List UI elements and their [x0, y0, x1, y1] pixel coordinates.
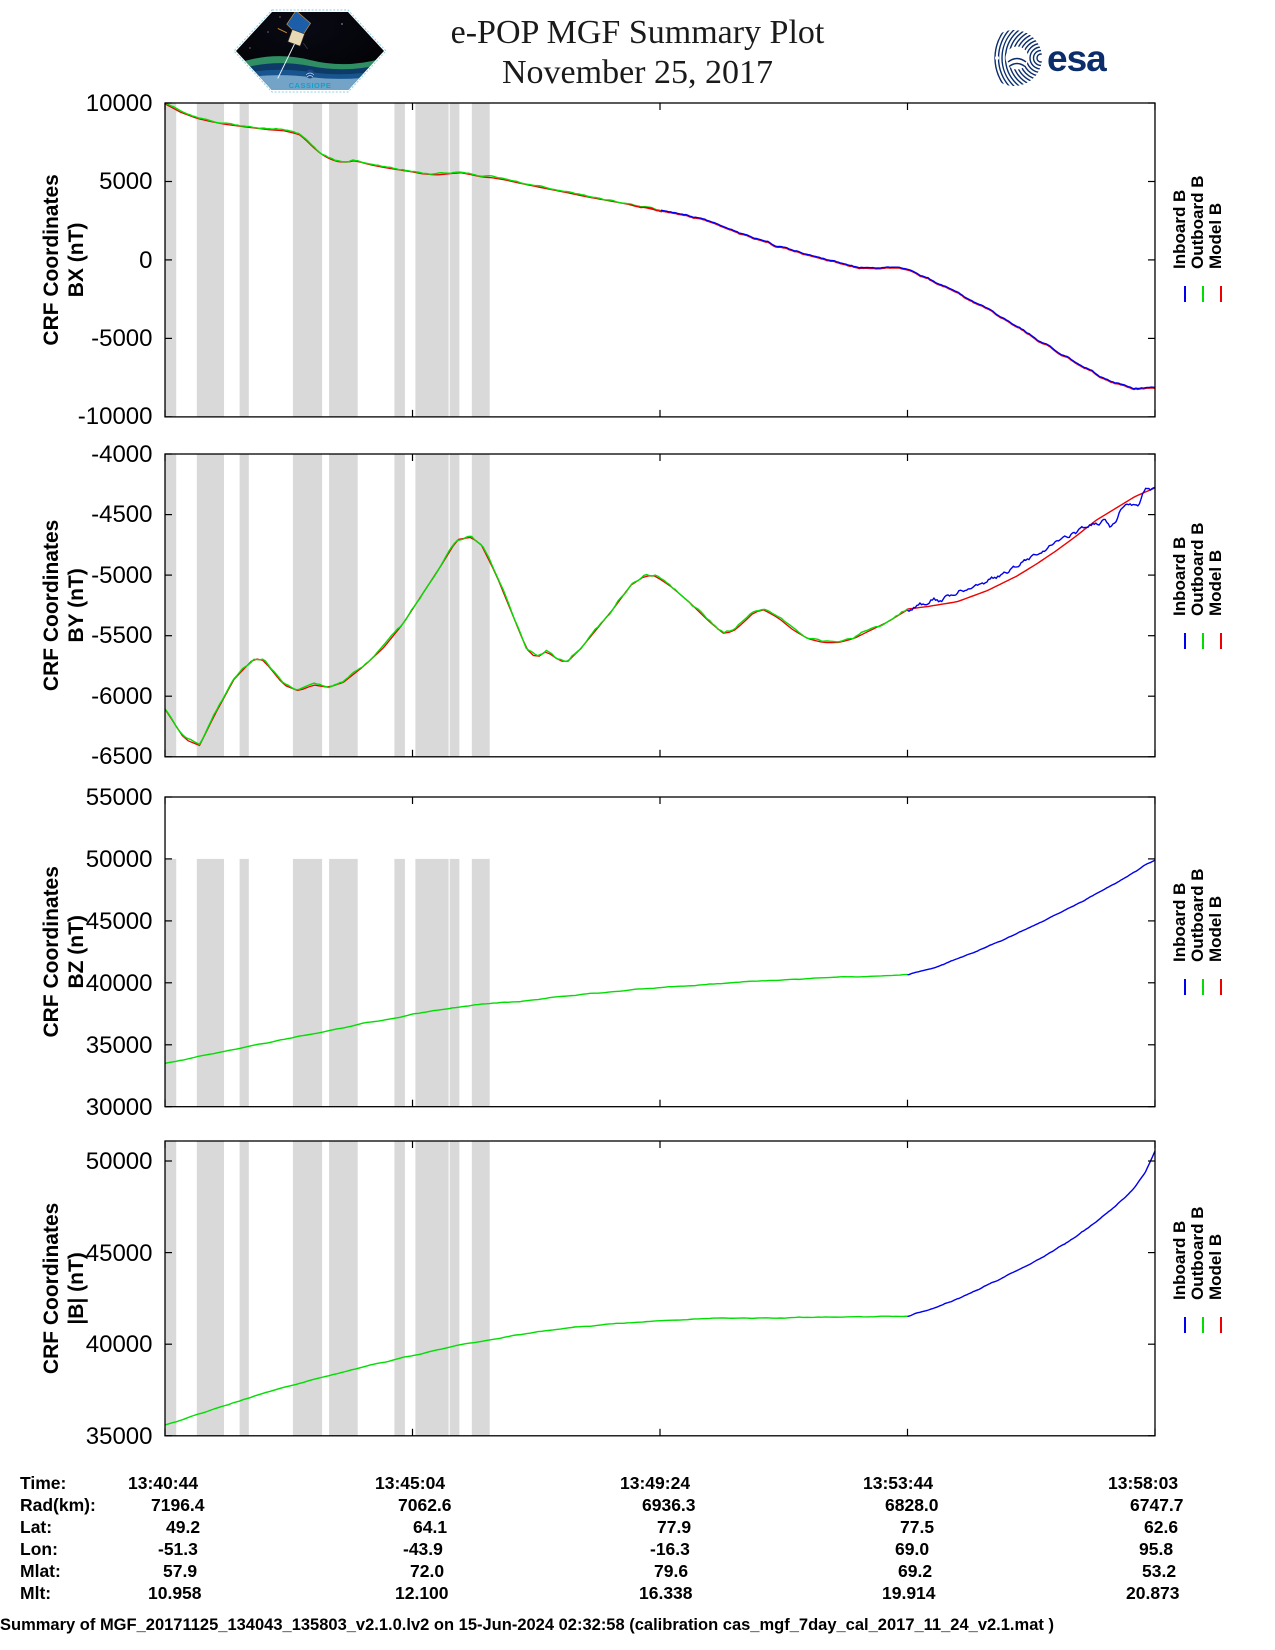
- svg-text:Model B: Model B: [1206, 550, 1225, 616]
- svg-text:Inboard B: Inboard B: [1170, 190, 1189, 269]
- svg-text:CRF Coordinates: CRF Coordinates: [40, 1203, 63, 1374]
- svg-text:Inboard B: Inboard B: [1170, 1221, 1189, 1300]
- svg-text:Inboard B: Inboard B: [1170, 537, 1189, 616]
- svg-text:esa: esa: [1047, 38, 1107, 79]
- svg-text:Model B: Model B: [1206, 896, 1225, 962]
- svg-text:Model B: Model B: [1206, 1234, 1225, 1300]
- svg-text:CRF Coordinates: CRF Coordinates: [40, 866, 63, 1037]
- svg-text:CRF Coordinates: CRF Coordinates: [40, 519, 63, 690]
- svg-text:Outboard B: Outboard B: [1188, 869, 1207, 963]
- svg-text:Outboard B: Outboard B: [1188, 176, 1207, 270]
- svg-text:CRF Coordinates: CRF Coordinates: [40, 174, 63, 345]
- svg-text:Outboard B: Outboard B: [1188, 522, 1207, 616]
- svg-text:Model B: Model B: [1206, 203, 1225, 269]
- svg-text:Inboard B: Inboard B: [1170, 883, 1189, 962]
- svg-text:Outboard B: Outboard B: [1188, 1206, 1207, 1300]
